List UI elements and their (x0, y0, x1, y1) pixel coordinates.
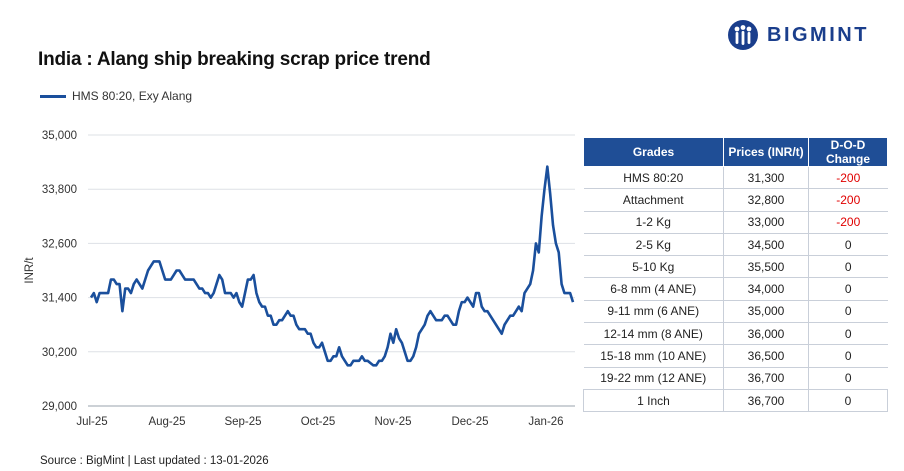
table-cell: 36,700 (723, 367, 809, 390)
table-header-cell: Prices (INR/t) (723, 137, 809, 167)
y-tick-label: 35,000 (42, 130, 77, 142)
y-axis-label: INR/t (24, 257, 36, 284)
grades-price-table: Grades Prices (INR/t) D-O-D Change HMS 80:… (583, 137, 888, 413)
table-cell: 0 (808, 255, 888, 279)
table-cell: -200 (808, 211, 888, 234)
legend-swatch (40, 94, 66, 98)
table-header-cell: Grades (583, 137, 724, 167)
table-row: 6-8 mm (4 ANE) 34,000 0 (583, 277, 888, 301)
bigmint-logo: BIGMINT (727, 19, 869, 51)
table-cell: 35,000 (723, 300, 809, 324)
table-cell: Attachment (583, 188, 724, 212)
table-row: Attachment 32,800 -200 (583, 188, 888, 212)
y-tick-label: 29,000 (42, 401, 77, 413)
table-cell: 0 (808, 367, 888, 390)
table-cell: 35,500 (723, 255, 809, 279)
table-cell: 36,500 (723, 344, 809, 368)
x-tick-label: Jul-25 (76, 416, 107, 428)
x-tick-label: Jan-26 (528, 416, 563, 428)
table-cell: 6-8 mm (4 ANE) (583, 277, 724, 301)
x-tick-label: Oct-25 (301, 416, 336, 428)
table-cell: 19-22 mm (12 ANE) (583, 367, 724, 390)
table-cell: 33,000 (723, 211, 809, 234)
table-cell: HMS 80:20 (583, 166, 724, 190)
table-cell: 36,700 (723, 389, 809, 413)
table-cell: 0 (808, 322, 888, 346)
table-cell: 0 (808, 389, 888, 413)
x-tick-label: Aug-25 (148, 416, 185, 428)
table-cell: 32,800 (723, 188, 809, 212)
table-cell: -200 (808, 188, 888, 212)
table-cell: 15-18 mm (10 ANE) (583, 344, 724, 368)
chart-title: India : Alang ship breaking scrap price … (38, 49, 431, 70)
table-cell: 0 (808, 277, 888, 301)
table-row: 2-5 Kg 34,500 0 (583, 233, 888, 257)
x-tick-label: Nov-25 (374, 416, 411, 428)
table-cell: 0 (808, 344, 888, 368)
y-tick-label: 32,600 (42, 238, 77, 250)
bigmint-logo-icon (728, 20, 758, 50)
y-tick-label: 33,800 (42, 184, 77, 196)
table-header-cell: D-O-D Change (808, 137, 888, 167)
table-cell: 34,000 (723, 277, 809, 301)
x-axis-ticks: Jul-25 Aug-25 Sep-25 Oct-25 Nov-25 Dec-25 Jan-… (76, 416, 563, 428)
table-row: 12-14 mm (8 ANE) 36,000 0 (583, 322, 888, 346)
legend-label: HMS 80:20, Exy Alang (72, 89, 193, 103)
table-row: HMS 80:20 31,300 -200 (583, 166, 888, 190)
table-cell: 2-5 Kg (583, 233, 724, 257)
table-cell: 12-14 mm (8 ANE) (583, 322, 724, 346)
table-cell: 34,500 (723, 233, 809, 257)
table-row: 1-2 Kg 33,000 -200 (583, 211, 888, 234)
chart-legend: HMS 80:20, Exy Alang (40, 89, 192, 103)
table-header-row: Grades Prices (INR/t) D-O-D Change (583, 137, 888, 167)
table-cell: 0 (808, 300, 888, 324)
table-row: 19-22 mm (12 ANE) 36,700 0 (583, 367, 888, 390)
table-row: 9-11 mm (6 ANE) 35,000 0 (583, 300, 888, 324)
source-note: Source : BigMint | Last updated : 13-01-… (40, 455, 269, 467)
series-line-hms-80-20 (89, 165, 575, 367)
table-cell: -200 (808, 166, 888, 190)
table-row: 1 Inch 36,700 0 (583, 389, 888, 413)
y-tick-label: 30,200 (42, 347, 77, 359)
y-axis-ticks: 29,000 30,200 31,400 32,600 33,800 35,000 (42, 130, 77, 413)
table-cell: 1-2 Kg (583, 211, 724, 234)
table-cell: 1 Inch (583, 389, 724, 413)
y-tick-label: 31,400 (42, 293, 77, 305)
table-cell: 0 (808, 233, 888, 257)
table-row: 5-10 Kg 35,500 0 (583, 255, 888, 279)
table-cell: 5-10 Kg (583, 255, 724, 279)
x-tick-label: Dec-25 (451, 416, 488, 428)
table-row: 15-18 mm (10 ANE) 36,500 0 (583, 344, 888, 368)
table-cell: 31,300 (723, 166, 809, 190)
table-cell: 36,000 (723, 322, 809, 346)
table-cell: 9-11 mm (6 ANE) (583, 300, 724, 324)
bigmint-logo-text: BIGMINT (767, 23, 869, 46)
chart-gridlines (88, 134, 575, 407)
x-tick-label: Sep-25 (224, 416, 261, 428)
